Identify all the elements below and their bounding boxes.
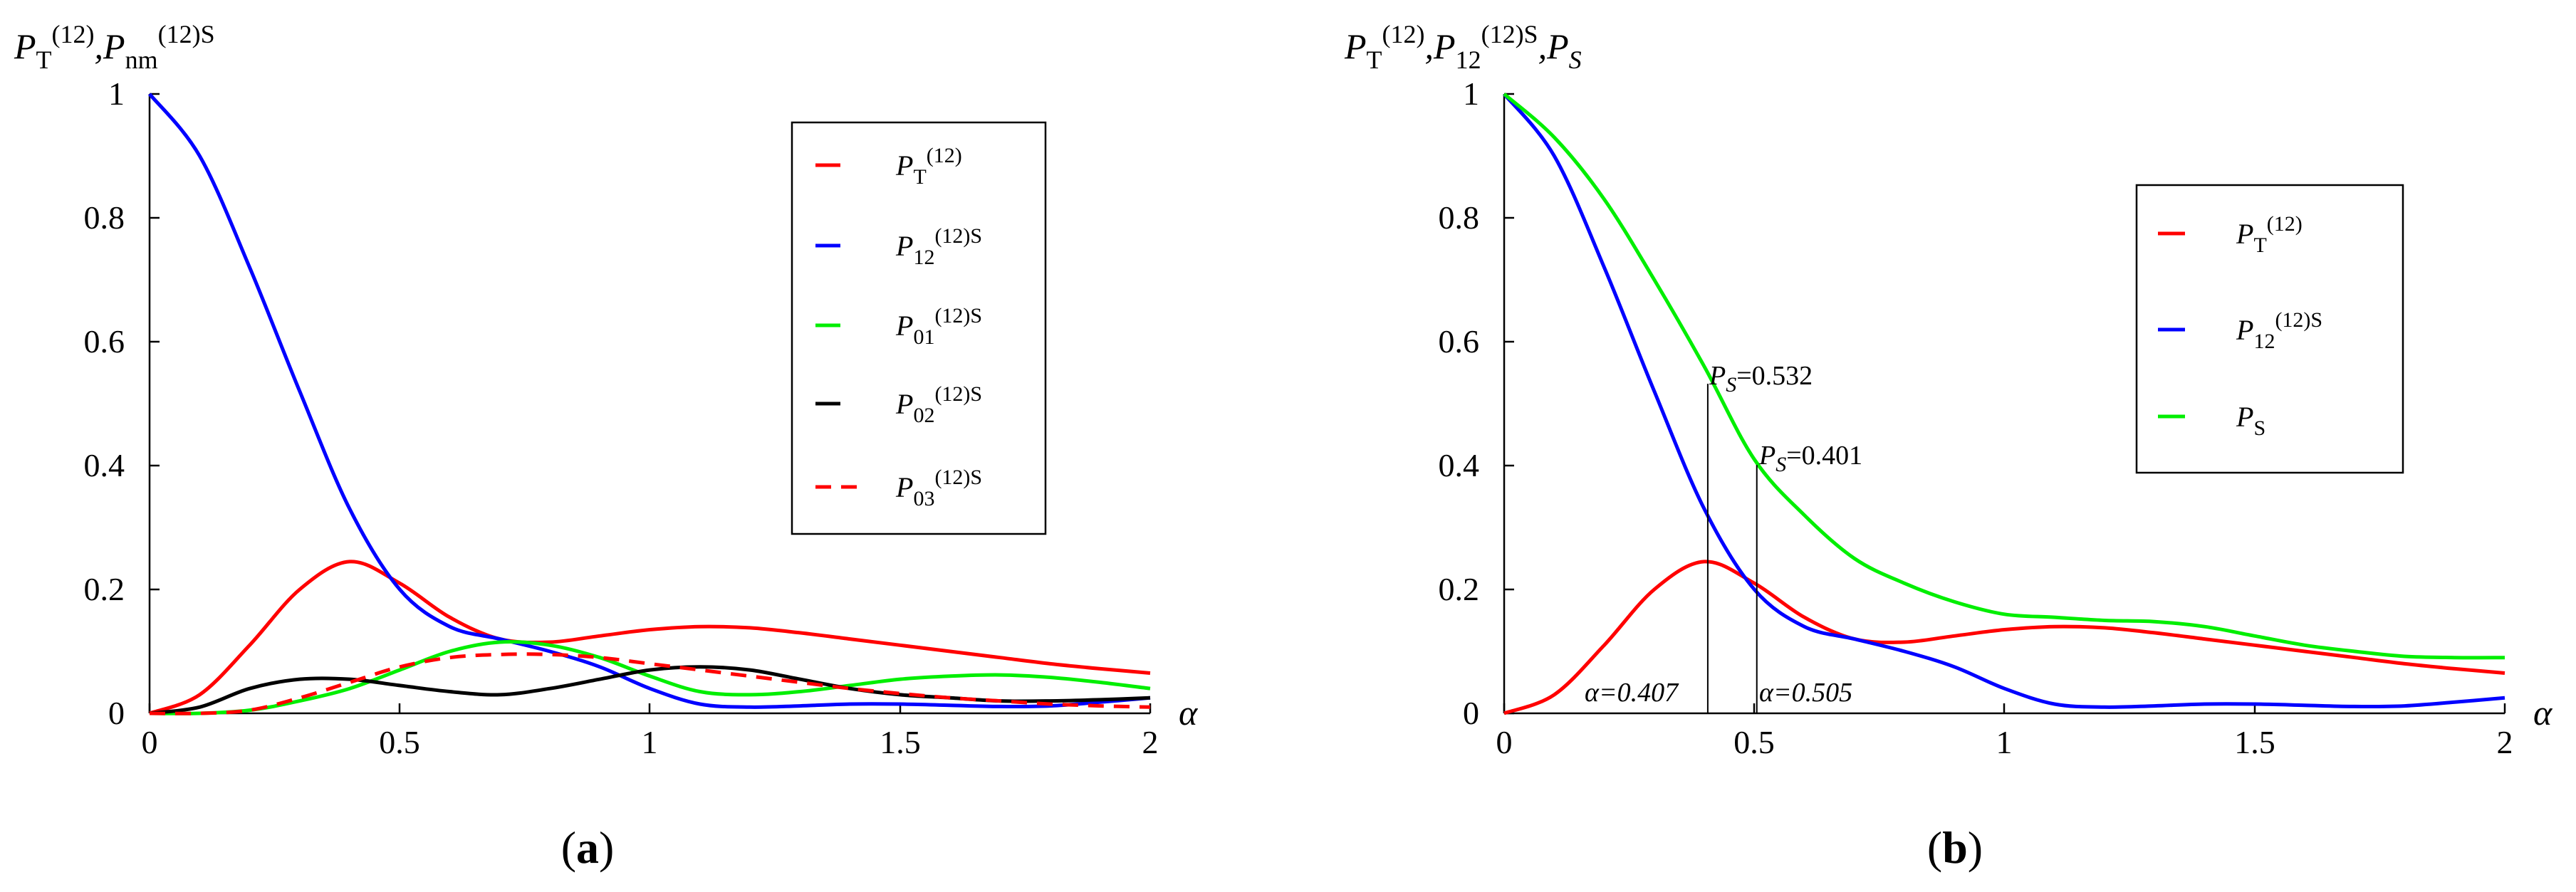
panel-b-annotation-alpha: α=0.505 <box>1759 678 1852 708</box>
panel-b-x-tick-label: 1 <box>1996 724 2013 760</box>
panel-b-annotation-alpha: α=0.407 <box>1585 678 1679 708</box>
panel-a-legend-label: PT(12) <box>895 144 962 189</box>
panel-a-legend-box <box>791 121 1047 535</box>
panel-b-legend: PT(12) P12(12)S PS <box>2135 184 2404 474</box>
panel-a-caption: (a) <box>561 822 615 873</box>
chart-panel-a: PT(12),Pnm(12)S 0 0.5 1 1.5 2 α 0 0.2 0.… <box>14 20 1199 873</box>
panel-b-series-p-s <box>1503 93 2505 660</box>
panel-a-legend-label: P12(12)S <box>895 224 982 269</box>
panel-a-legend-label: P02(12)S <box>895 382 982 427</box>
panel-a-series-p-03 <box>149 652 1151 715</box>
panel-b-x-tick-label: 0.5 <box>1733 724 1775 760</box>
panel-b-legend-label: P12(12)S <box>2236 308 2322 353</box>
panel-a-y-tick-label: 0.8 <box>84 199 125 236</box>
panel-a-y-tick-label: 1 <box>108 75 125 112</box>
panel-b-y-tick-label: 1 <box>1463 75 1479 112</box>
panel-a-series-p-t <box>149 560 1151 715</box>
panel-a-legend-label: P03(12)S <box>895 466 982 510</box>
panel-b-y-tick-label: 0.6 <box>1439 323 1480 360</box>
panel-b-y-tick-label: 0 <box>1463 695 1479 731</box>
panel-a-y-tick-label: 0.2 <box>84 571 125 607</box>
panel-b-y-tick-label: 0.8 <box>1439 199 1480 236</box>
chart-panel-b: PT(12),P12(12)S,PS 0 0.5 1 1.5 2 α 0 0.2… <box>1344 20 2553 873</box>
panel-a-y-tick-label: 0.6 <box>84 323 125 360</box>
panel-a-series-p-12 <box>148 93 1151 709</box>
panel-a-x-tick-label: 2 <box>1142 724 1159 760</box>
panel-a-y-tick-label: 0 <box>108 695 125 731</box>
panel-b-x-tick-label: 1.5 <box>2234 724 2275 760</box>
panel-a-series-p-02 <box>149 665 1151 715</box>
panel-b-y-tick-label: 0.2 <box>1439 571 1480 607</box>
panel-b-x-axis-label: α <box>2533 693 2553 733</box>
panel-a-x-tick-label: 0 <box>142 724 158 760</box>
panel-a-x-tick-label: 1.5 <box>880 724 921 760</box>
panel-b-x-tick-label: 0 <box>1496 724 1513 760</box>
panel-b-y-axis-label: PT(12),P12(12)S,PS <box>1344 20 1582 74</box>
panel-b-series-p-12 <box>1503 93 2505 709</box>
panel-b-legend-label: PT(12) <box>2236 212 2303 257</box>
panel-a-y-tick-label: 0.4 <box>84 447 125 483</box>
panel-a-series-p-01 <box>149 640 1151 715</box>
panel-a-x-axis-label: α <box>1179 693 1199 733</box>
panel-b-series-p-t <box>1503 560 2505 715</box>
panel-b-annotation-ps: PS=0.532 <box>1709 361 1813 397</box>
panel-b-legend-label: PS <box>2236 401 2265 440</box>
panel-b-caption: (b) <box>1927 822 1983 873</box>
panel-a-legend-label: P01(12)S <box>895 304 982 349</box>
panel-a-x-tick-label: 0.5 <box>379 724 420 760</box>
panel-b-x-tick-label: 2 <box>2497 724 2513 760</box>
panel-a-x-tick-label: 1 <box>642 724 658 760</box>
panel-a-legend: PT(12) P12(12)S P01(12)S P02(12)S P03(12… <box>791 121 1047 535</box>
panel-b-y-tick-label: 0.4 <box>1439 447 1480 483</box>
panel-a-y-axis-label: PT(12),Pnm(12)S <box>14 20 215 74</box>
panel-b-annotation-ps: PS=0.401 <box>1758 441 1862 476</box>
